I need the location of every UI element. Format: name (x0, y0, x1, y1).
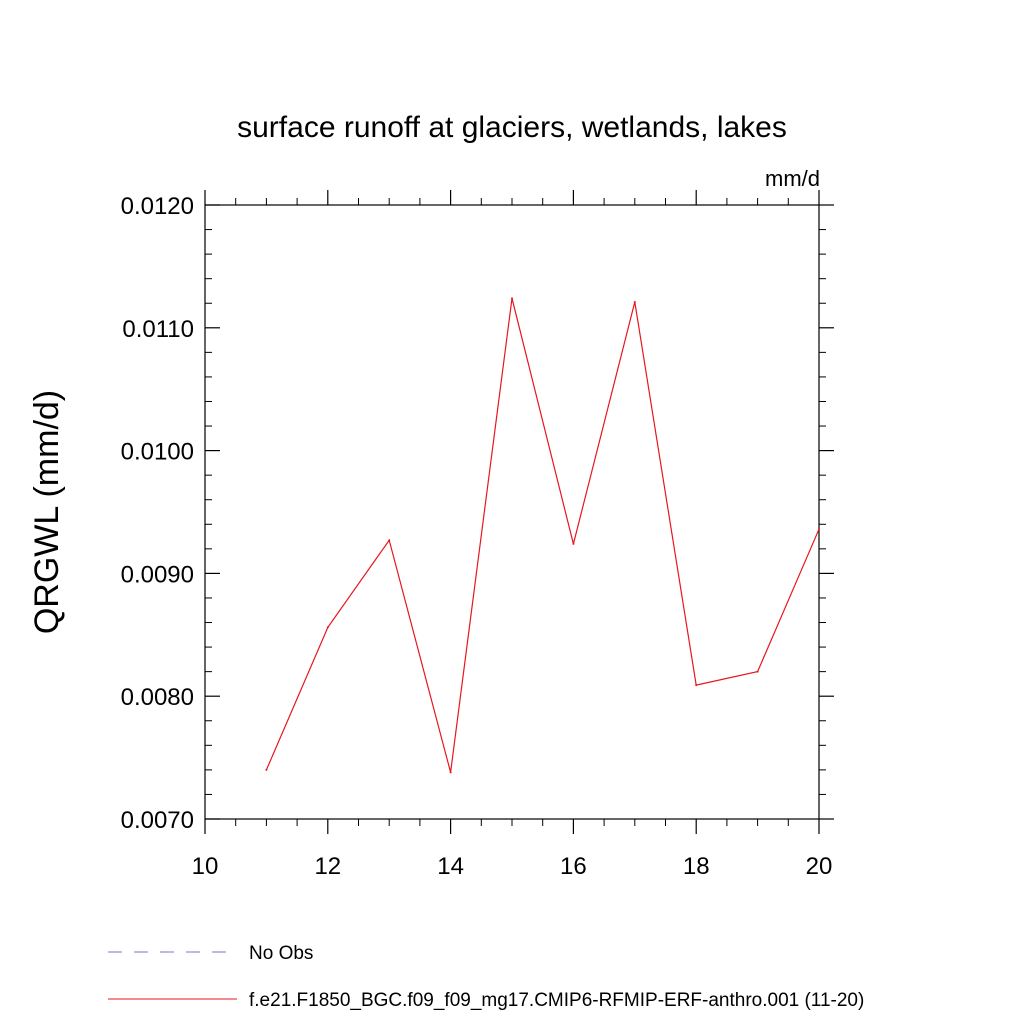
y-tick-label: 0.0090 (121, 561, 194, 588)
legend-label: No Obs (249, 943, 313, 964)
y-tick-label: 0.0100 (121, 439, 194, 466)
data-point (695, 684, 698, 687)
x-tick-label: 18 (683, 853, 710, 880)
data-point (633, 301, 636, 304)
units-label: mm/d (765, 166, 820, 191)
x-tick-label: 16 (560, 853, 587, 880)
x-tick-label: 10 (192, 853, 219, 880)
y-tick-label: 0.0110 (122, 316, 194, 343)
x-tick-label: 12 (314, 853, 341, 880)
x-tick-label: 14 (437, 853, 464, 880)
data-point (511, 297, 513, 300)
y-tick-label: 0.0070 (121, 807, 194, 834)
data-point (265, 768, 268, 771)
y-tick-label: 0.0080 (121, 684, 194, 711)
axis-ticks (204, 190, 834, 834)
data-point (388, 539, 391, 542)
data-point (818, 528, 820, 531)
plot-frame (204, 204, 820, 820)
y-tick-labels: 0.0070 0.0080 0.0090 0.0100 0.0110 0.0120 (121, 193, 194, 834)
data-point (756, 670, 759, 673)
chart-title: surface runoff at glaciers, wetlands, la… (237, 111, 787, 144)
x-tick-label: 20 (806, 853, 833, 880)
legend-label: f.e21.F1850_BGC.f09_f09_mg17.CMIP6-RFMIP… (249, 990, 864, 1011)
data-point (326, 626, 329, 629)
data-point (572, 542, 575, 545)
data-point (449, 771, 452, 774)
y-tick-label: 0.0120 (121, 193, 194, 220)
series-line (265, 298, 820, 773)
legend: No Obs f.e21.F1850_BGC.f09_f09_mg17.CMIP6… (108, 943, 864, 1011)
data-series (265, 297, 820, 774)
y-axis-label: QRGWL (mm/d) (28, 390, 66, 634)
x-tick-labels: 10 12 14 16 18 20 (192, 853, 833, 880)
